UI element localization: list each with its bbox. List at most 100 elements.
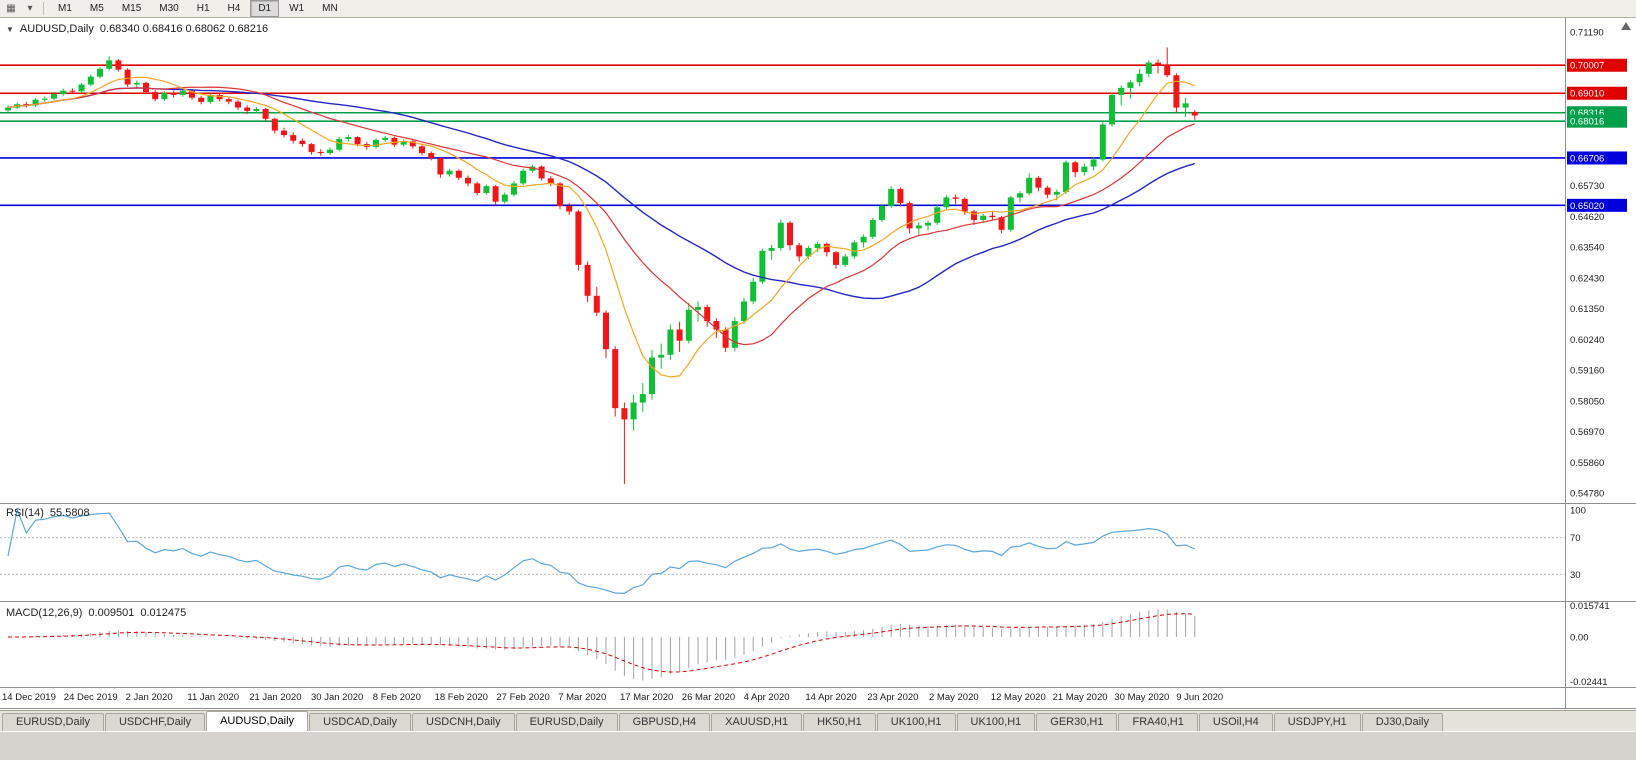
svg-text:0.70007: 0.70007 bbox=[1570, 61, 1604, 72]
tab-usoil-h4[interactable]: USOil,H4 bbox=[1198, 713, 1273, 731]
svg-text:9 Jun 2020: 9 Jun 2020 bbox=[1176, 692, 1223, 703]
tab-audusd-daily[interactable]: AUDUSD,Daily bbox=[206, 711, 309, 731]
timeframe-h1[interactable]: H1 bbox=[196, 3, 210, 14]
tab-uk100-h1[interactable]: UK100,H1 bbox=[956, 713, 1036, 731]
timeframe-m5[interactable]: M5 bbox=[89, 3, 104, 14]
svg-text:0.64620: 0.64620 bbox=[1570, 212, 1604, 223]
svg-text:11 Jan 2020: 11 Jan 2020 bbox=[187, 692, 239, 703]
svg-text:0.71190: 0.71190 bbox=[1570, 28, 1604, 39]
tab-hk50-h1[interactable]: HK50,H1 bbox=[803, 713, 876, 731]
price-scale[interactable]: 0.71190 0.65730 0.64620 0.63540 0.62430 0.613… bbox=[1567, 28, 1627, 689]
timeframe-w1[interactable]: W1 bbox=[289, 3, 305, 14]
svg-text:0.59160: 0.59160 bbox=[1570, 365, 1604, 376]
price-chart-svg[interactable]: 0.71190 0.65730 0.64620 0.63540 0.62430 0.613… bbox=[0, 18, 1636, 710]
svg-text:30 Jan 2020: 30 Jan 2020 bbox=[311, 692, 363, 703]
tab-uk100-h1[interactable]: UK100,H1 bbox=[876, 713, 956, 731]
toolbar: ▦ ▾ M1 M5 M15 M30 H1 H4 D1 W1 MN bbox=[0, 0, 1636, 18]
rsi-name: RSI(14) bbox=[6, 507, 44, 519]
svg-text:2 May 2020: 2 May 2020 bbox=[929, 692, 979, 703]
collapse-triangle-icon[interactable]: ▼ bbox=[6, 24, 14, 34]
tab-usdjpy-h1[interactable]: USDJPY,H1 bbox=[1273, 713, 1361, 731]
toolbar-separator bbox=[43, 2, 44, 15]
tab-usdcad-daily[interactable]: USDCAD,Daily bbox=[309, 713, 412, 731]
horizontal-lines[interactable] bbox=[0, 64, 1565, 207]
svg-text:30 May 2020: 30 May 2020 bbox=[1114, 692, 1169, 703]
timeframe-bar: M1 M5 M15 M30 H1 H4 D1 W1 MN bbox=[49, 0, 347, 17]
tab-dj30-daily[interactable]: DJ30,Daily bbox=[1361, 713, 1443, 731]
svg-text:0.63540: 0.63540 bbox=[1570, 242, 1604, 253]
chart-ohlc-label: 0.68340 0.68416 0.68062 0.68216 bbox=[99, 23, 269, 35]
svg-text:30: 30 bbox=[1570, 570, 1581, 581]
tab-fra40-h1[interactable]: FRA40,H1 bbox=[1118, 713, 1198, 731]
svg-text:0.60240: 0.60240 bbox=[1570, 335, 1604, 346]
svg-text:0.55860: 0.55860 bbox=[1570, 458, 1604, 469]
macd-name: MACD(12,26,9) bbox=[6, 607, 83, 619]
svg-text:0.65020: 0.65020 bbox=[1570, 201, 1604, 212]
macd-signal-value: 0.012475 bbox=[140, 607, 187, 619]
svg-text:27 Feb 2020: 27 Feb 2020 bbox=[496, 692, 549, 703]
svg-text:0.68016: 0.68016 bbox=[1570, 117, 1604, 128]
chart-title: ▼ AUDUSD,Daily 0.68340 0.68416 0.68062 0… bbox=[6, 23, 268, 35]
macd-main-value: 0.009501 bbox=[88, 607, 135, 619]
macd-panel bbox=[8, 609, 1196, 681]
moving-averages bbox=[7, 76, 1196, 378]
svg-text:0.66706: 0.66706 bbox=[1570, 153, 1604, 164]
status-bar bbox=[0, 731, 1636, 760]
charts-icon[interactable]: ▦ bbox=[6, 3, 16, 14]
svg-text:21 Jan 2020: 21 Jan 2020 bbox=[249, 692, 301, 703]
svg-text:21 May 2020: 21 May 2020 bbox=[1053, 692, 1108, 703]
timeframe-d1[interactable]: D1 bbox=[250, 0, 280, 17]
chart-tab-bar: EURUSD,Daily USDCHF,Daily AUDUSD,Daily USDC… bbox=[0, 710, 1636, 731]
svg-text:0.00: 0.00 bbox=[1570, 633, 1589, 644]
svg-text:26 Mar 2020: 26 Mar 2020 bbox=[682, 692, 735, 703]
svg-text:12 May 2020: 12 May 2020 bbox=[991, 692, 1046, 703]
tab-xauusd-h1[interactable]: XAUUSD,H1 bbox=[711, 713, 803, 731]
svg-text:23 Apr 2020: 23 Apr 2020 bbox=[867, 692, 918, 703]
toolbar-icons: ▦ ▾ bbox=[0, 1, 38, 17]
chart-shift-marker[interactable] bbox=[1621, 22, 1631, 30]
svg-text:0.69010: 0.69010 bbox=[1570, 89, 1604, 100]
chart-window[interactable]: 0.71190 0.65730 0.64620 0.63540 0.62430 0.613… bbox=[0, 18, 1636, 710]
tab-gbpusd-h4[interactable]: GBPUSD,H4 bbox=[618, 713, 711, 731]
svg-text:0.62430: 0.62430 bbox=[1570, 274, 1604, 285]
rsi-panel bbox=[0, 507, 1565, 595]
rsi-indicator-label: RSI(14) 55.5808 bbox=[6, 507, 90, 519]
chart-symbol-label: AUDUSD,Daily bbox=[19, 23, 94, 35]
rsi-value: 55.5808 bbox=[49, 507, 90, 519]
svg-text:0.61350: 0.61350 bbox=[1570, 304, 1604, 315]
tab-usdcnh-daily[interactable]: USDCNH,Daily bbox=[412, 713, 515, 731]
svg-text:100: 100 bbox=[1570, 506, 1586, 517]
tab-ger30-h1[interactable]: GER30,H1 bbox=[1036, 713, 1118, 731]
svg-text:70: 70 bbox=[1570, 533, 1581, 544]
svg-text:14 Apr 2020: 14 Apr 2020 bbox=[805, 692, 856, 703]
tab-eurusd-daily[interactable]: EURUSD,Daily bbox=[2, 713, 104, 731]
tab-usdchf-daily[interactable]: USDCHF,Daily bbox=[104, 713, 206, 731]
svg-text:18 Feb 2020: 18 Feb 2020 bbox=[435, 692, 488, 703]
tab-eurusd-daily[interactable]: EURUSD,Daily bbox=[515, 713, 618, 731]
time-scale[interactable]: 14 Dec 2019 24 Dec 2019 2 Jan 2020 11 Jan 2… bbox=[2, 692, 1223, 703]
svg-text:7 Mar 2020: 7 Mar 2020 bbox=[558, 692, 606, 703]
panel-separators bbox=[0, 18, 1636, 709]
svg-text:4 Apr 2020: 4 Apr 2020 bbox=[744, 692, 790, 703]
svg-text:17 Mar 2020: 17 Mar 2020 bbox=[620, 692, 673, 703]
macd-indicator-label: MACD(12,26,9) 0.009501 0.012475 bbox=[6, 607, 186, 619]
svg-text:2 Jan 2020: 2 Jan 2020 bbox=[126, 692, 173, 703]
timeframe-m1[interactable]: M1 bbox=[58, 3, 72, 14]
timeframe-h4[interactable]: H4 bbox=[227, 3, 241, 14]
timeframe-m15[interactable]: M15 bbox=[121, 3, 142, 14]
dropdown-arrow-icon[interactable]: ▾ bbox=[27, 3, 33, 14]
svg-text:0.68316: 0.68316 bbox=[1570, 108, 1604, 119]
svg-text:-0.02441: -0.02441 bbox=[1570, 677, 1608, 688]
candlesticks bbox=[5, 47, 1198, 485]
svg-text:0.015741: 0.015741 bbox=[1570, 601, 1610, 612]
svg-text:0.58050: 0.58050 bbox=[1570, 397, 1604, 408]
svg-text:0.54780: 0.54780 bbox=[1570, 489, 1604, 500]
timeframe-mn[interactable]: MN bbox=[322, 3, 338, 14]
timeframe-m30[interactable]: M30 bbox=[159, 3, 179, 14]
svg-text:14 Dec 2019: 14 Dec 2019 bbox=[2, 692, 56, 703]
svg-text:0.65730: 0.65730 bbox=[1570, 181, 1604, 192]
svg-text:8 Feb 2020: 8 Feb 2020 bbox=[373, 692, 421, 703]
svg-text:24 Dec 2019: 24 Dec 2019 bbox=[64, 692, 118, 703]
svg-text:0.56970: 0.56970 bbox=[1570, 427, 1604, 438]
